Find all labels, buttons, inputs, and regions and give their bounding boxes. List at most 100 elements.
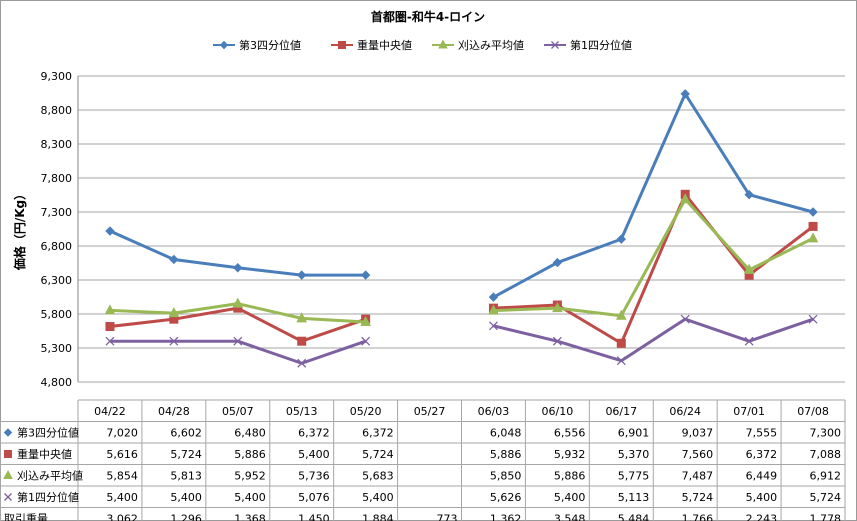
table-row-marker-b xyxy=(4,493,12,501)
series-1 xyxy=(105,89,818,302)
table-row-label: 第1四分位値 xyxy=(17,490,79,504)
table-cell: 5,813 xyxy=(170,470,202,483)
data-point-b xyxy=(744,336,754,346)
data-point-b xyxy=(616,356,626,366)
table-cell: 3,062 xyxy=(106,513,138,521)
data-point xyxy=(616,234,626,244)
series-line xyxy=(493,192,814,345)
data-point xyxy=(552,302,563,313)
legend-marker xyxy=(338,41,346,49)
data-point xyxy=(616,356,626,366)
table-cell: 5,724 xyxy=(170,448,202,461)
table-cell: 5,724 xyxy=(362,448,394,461)
table-cell: 5,952 xyxy=(234,470,266,483)
data-point xyxy=(488,292,499,302)
data-point xyxy=(744,336,754,346)
data-point xyxy=(680,89,690,99)
table-cell: 6,048 xyxy=(490,427,522,440)
x-tick-label: 05/27 xyxy=(414,405,446,418)
legend-label: 重量中央値 xyxy=(357,38,412,52)
table-row: 重量中央値 5,616 5,724 5,886 5,400 5,724 5,886 5,932… xyxy=(4,447,841,461)
table-row-marker xyxy=(3,428,13,437)
series-4 xyxy=(105,314,818,368)
data-point-b xyxy=(808,314,818,324)
legend-label: 刈込み平均値 xyxy=(458,39,524,52)
data-point xyxy=(680,314,690,324)
table-cell: 1,450 xyxy=(298,513,330,521)
table-row: 取引重量 3,062 1,296 1,368 1,450 1,884 773 1,362 3,5… xyxy=(4,512,841,521)
table-cell: 5,400 xyxy=(170,491,202,504)
table-cell: 1,766 xyxy=(682,513,714,521)
data-point xyxy=(744,189,754,200)
data-point xyxy=(168,307,180,318)
table-cell: 6,912 xyxy=(810,470,842,483)
legend-marker xyxy=(438,39,448,49)
table-cell: 1,884 xyxy=(362,513,394,521)
table-cell: 5,886 xyxy=(490,448,522,461)
table-cell: 1,296 xyxy=(170,513,202,521)
table-cell: 5,886 xyxy=(554,470,586,483)
table-row-marker xyxy=(4,493,12,501)
x-tick-label: 06/03 xyxy=(478,405,510,418)
y-axis-ticks: 4,800 5,300 5,800 6,300 6,800 7,300 7,800 8,300… xyxy=(41,70,73,389)
chart-title: 首都圏-和牛4-ロイン xyxy=(371,9,485,24)
data-point xyxy=(807,232,819,243)
table-cell: 5,854 xyxy=(106,470,138,483)
table-cell: 6,602 xyxy=(170,427,202,440)
data-point xyxy=(743,263,755,274)
data-point-b xyxy=(169,336,179,346)
data-point-b xyxy=(680,314,690,324)
data-point xyxy=(296,312,308,323)
table-cell: 7,020 xyxy=(106,427,138,440)
table-cell: 5,113 xyxy=(618,491,650,504)
legend-item: 重量中央値 xyxy=(331,38,412,52)
table-cell: 5,400 xyxy=(106,491,138,504)
table-cell: 2,243 xyxy=(746,513,778,521)
series-3 xyxy=(104,193,819,326)
x-tick-label: 04/28 xyxy=(158,405,190,418)
data-point xyxy=(297,358,307,368)
series-line xyxy=(493,317,814,363)
y-tick-label: 8,300 xyxy=(41,138,73,151)
data-point xyxy=(169,254,179,265)
legend-item: 第1四分位値 xyxy=(544,38,632,52)
data-point xyxy=(104,304,116,315)
table-cell: 5,400 xyxy=(298,448,330,461)
x-tick-label: 07/01 xyxy=(733,405,765,418)
table-cell: 5,400 xyxy=(554,491,586,504)
y-axis-label: 価格（円/Kg） xyxy=(12,188,27,271)
data-point-b xyxy=(233,336,243,346)
table-cell: 7,555 xyxy=(746,427,778,440)
table-cell: 5,484 xyxy=(618,513,650,521)
plot-lines xyxy=(104,89,819,368)
y-tick-label: 6,300 xyxy=(41,274,73,287)
gridlines xyxy=(77,75,845,383)
legend-item: 刈込み平均値 xyxy=(432,39,524,52)
data-point xyxy=(615,309,627,320)
y-tick-label: 7,300 xyxy=(41,206,73,219)
series-line xyxy=(492,92,814,299)
data-point xyxy=(297,270,307,280)
legend-marker-b xyxy=(551,41,559,49)
table-row-label: 刈込み平均値 xyxy=(17,470,83,483)
table-cell: 1,368 xyxy=(234,513,266,521)
table-cell: 5,886 xyxy=(234,448,266,461)
data-point xyxy=(105,322,115,332)
data-point xyxy=(679,193,691,204)
table-cell: 5,736 xyxy=(298,470,330,483)
data-point-b xyxy=(105,336,115,346)
table-cell: 7,487 xyxy=(682,470,714,483)
table-row-marker xyxy=(3,469,13,479)
y-tick-label: 6,800 xyxy=(41,240,73,253)
table-cell: 5,400 xyxy=(362,491,394,504)
data-point xyxy=(552,257,563,268)
x-tick-label: 05/20 xyxy=(350,405,382,418)
x-tick-label: 05/07 xyxy=(222,405,254,418)
x-tick-label: 04/22 xyxy=(94,405,126,418)
table-cell: 5,616 xyxy=(106,448,138,461)
table-cell: 5,850 xyxy=(490,470,522,483)
y-tick-label: 5,800 xyxy=(41,308,73,321)
data-table: 04/22 04/28 05/07 05/13 05/20 05/27 06/03 06/10… xyxy=(0,399,846,521)
data-point xyxy=(169,336,179,346)
